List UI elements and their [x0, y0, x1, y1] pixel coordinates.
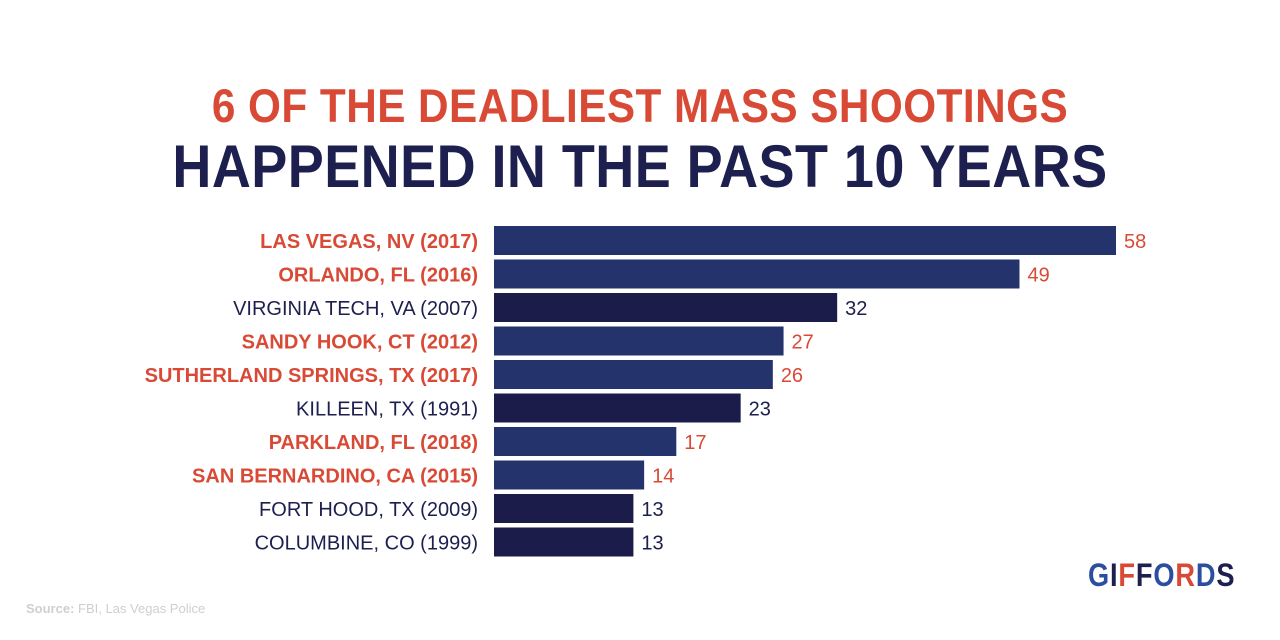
bar — [494, 494, 634, 523]
title-line-1: 6 OF THE DEADLIEST MASS SHOOTINGS — [211, 79, 1069, 132]
source-note: Source: FBI, Las Vegas Police — [26, 601, 205, 616]
title-line-2: HAPPENED IN THE PAST 10 YEARS — [172, 133, 1108, 200]
category-label: SANDY HOOK, CT (2012) — [242, 332, 478, 354]
category-label: ORLANDO, FL (2016) — [278, 265, 478, 287]
value-label: 49 — [1027, 265, 1049, 287]
category-label: FORT HOOD, TX (2009) — [259, 499, 478, 521]
bar — [494, 393, 741, 423]
bar — [494, 226, 1116, 255]
value-label: 14 — [652, 466, 674, 488]
bar — [494, 360, 773, 389]
value-label: 17 — [684, 432, 706, 454]
value-label: 27 — [792, 332, 814, 354]
value-label: 58 — [1124, 231, 1146, 253]
category-label: KILLEEN, TX (1991) — [296, 399, 478, 421]
category-label: SAN BERNARDINO, CA (2015) — [192, 466, 478, 488]
bar — [494, 326, 784, 356]
source-text: FBI, Las Vegas Police — [78, 601, 206, 616]
value-label: 13 — [641, 499, 663, 521]
giffords-logo: GIFFORDS — [1088, 557, 1236, 593]
bar — [494, 259, 1020, 289]
value-label: 26 — [781, 365, 803, 387]
bar — [494, 427, 677, 456]
category-label: COLUMBINE, CO (1999) — [255, 533, 478, 555]
category-label: VIRGINIA TECH, VA (2007) — [233, 298, 478, 320]
category-label: SUTHERLAND SPRINGS, TX (2017) — [145, 365, 478, 387]
category-label: LAS VEGAS, NV (2017) — [260, 231, 478, 253]
value-label: 13 — [641, 533, 663, 555]
bar — [494, 293, 838, 322]
bar — [494, 527, 634, 557]
bar — [494, 460, 645, 490]
source-label: Source: — [26, 601, 75, 616]
value-label: 32 — [845, 298, 867, 320]
value-label: 23 — [749, 399, 771, 421]
category-label: PARKLAND, FL (2018) — [269, 432, 478, 454]
